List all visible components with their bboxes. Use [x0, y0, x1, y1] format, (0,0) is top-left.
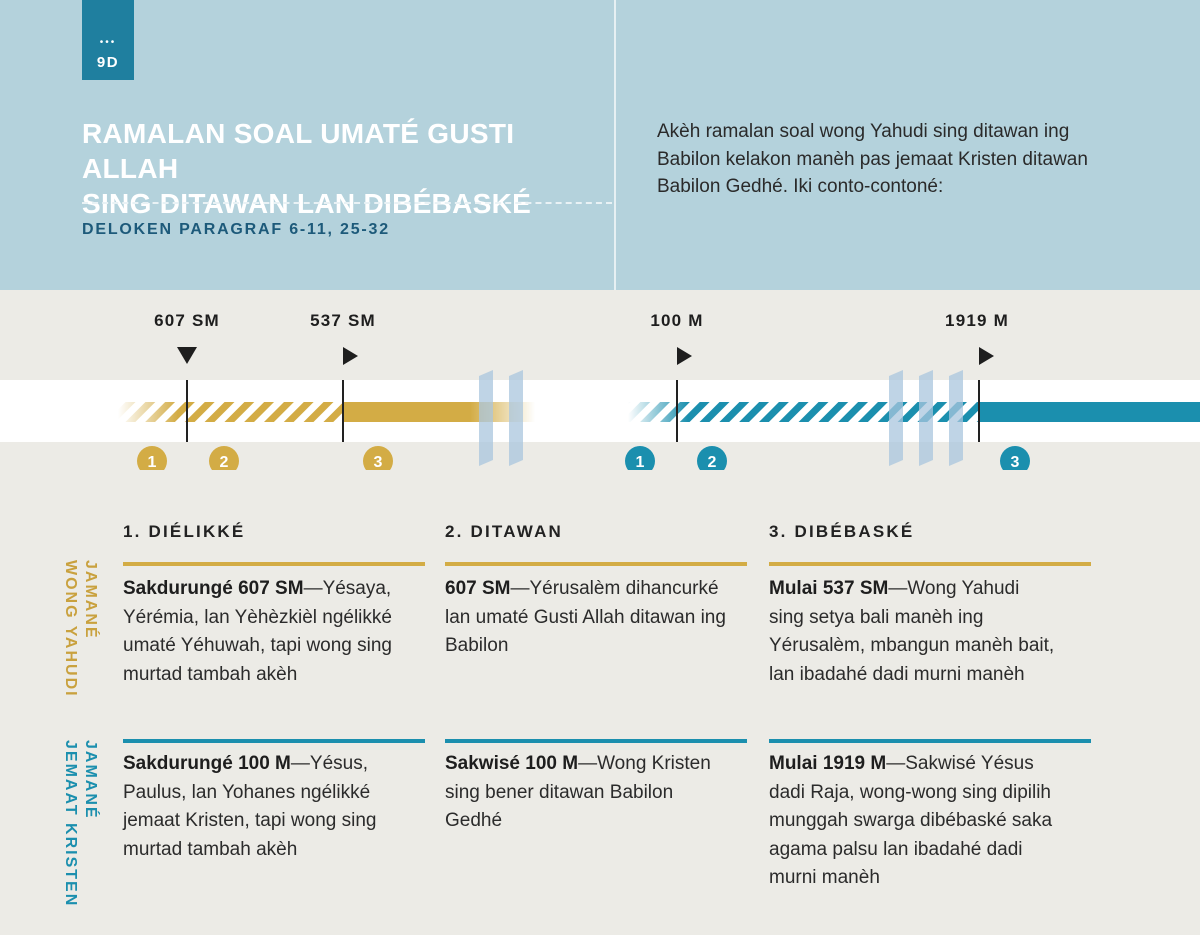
cell-jewish-captive: 607 SM—Yérusalèm dihancurké lan umaté Gu… — [445, 575, 745, 661]
date-label-607: 607 SM — [154, 311, 220, 330]
gold-break-mark-1 — [479, 370, 493, 466]
row-label-jewish-line1: JAMANÉ — [82, 560, 99, 640]
cell-bold: 607 SM — [445, 578, 511, 599]
cell-christian-captive: Sakwisé 100 M—Wong Kristen sing bener di… — [445, 750, 715, 836]
timeline-graphic: 607 SM 537 SM 100 M 1919 M 1 2 3 1 2 3 — [0, 311, 1200, 470]
rule-christian-3 — [769, 739, 1091, 743]
rule-christian-1 — [123, 739, 425, 743]
title-rule — [82, 202, 612, 204]
column-header-captive: 2. DITAWAN — [445, 522, 564, 541]
marker-gold-2: 2 — [209, 446, 239, 470]
marker-blue-3: 3 — [1000, 446, 1030, 470]
row-label-jewish: JAMANÉ WONG YAHUDI — [60, 560, 100, 720]
marker-blue-1: 1 — [625, 446, 655, 470]
cell-text: —Yérusalèm dihancurké lan umaté Gusti Al… — [445, 578, 726, 656]
intro-text: Akèh ramalan soal wong Yahudi sing ditaw… — [657, 121, 1088, 197]
arrow-right-icon — [343, 347, 358, 365]
title-line-1: RAMALAN SOAL UMATÉ GUSTI ALLAH — [82, 118, 515, 184]
cell-bold: Sakwisé 100 M — [445, 753, 579, 774]
cell-christian-released: Mulai 1919 M—Sakwisé Yésus dadi Raja, wo… — [769, 750, 1069, 893]
column-header-released: 3. DIBÉBASKÉ — [769, 522, 915, 541]
cell-bold: Sakdurungé 607 SM — [123, 578, 304, 599]
svg-text:1: 1 — [636, 454, 645, 470]
header-divider — [614, 0, 616, 290]
cell-christian-warned: Sakdurungé 100 M—Yésus, Paulus, lan Yoha… — [123, 750, 423, 864]
arrow-down-icon — [177, 347, 197, 364]
marker-gold-3: 3 — [363, 446, 393, 470]
date-label-100: 100 M — [650, 311, 703, 330]
svg-text:1: 1 — [148, 454, 157, 470]
blue-solid-bar — [979, 402, 1200, 422]
rule-jewish-1 — [123, 562, 425, 566]
rule-jewish-3 — [769, 562, 1091, 566]
column-header-warned: 1. DIÉLIKKÉ — [123, 522, 246, 541]
row-label-christian-line2: JEMAAT KRISTEN — [62, 740, 79, 908]
cell-jewish-released: Mulai 537 SM—Wong Yahudi sing setya bali… — [769, 575, 1059, 689]
blue-break-mark-3 — [949, 370, 963, 466]
timeline: 607 SM 537 SM 100 M 1919 M 1 2 3 1 2 3 — [0, 290, 1200, 470]
cell-jewish-warned: Sakdurungé 607 SM—Yésaya, Yérémia, lan Y… — [123, 575, 423, 689]
row-label-christian: JAMANÉ JEMAAT KRISTEN — [60, 740, 100, 915]
cell-text: —Wong Kristen sing bener ditawan Babilon… — [445, 753, 711, 831]
cell-bold: Mulai 1919 M — [769, 753, 887, 774]
svg-text:2: 2 — [220, 454, 229, 470]
marker-gold-1: 1 — [137, 446, 167, 470]
cell-bold: Mulai 537 SM — [769, 578, 889, 599]
cell-text: —Yésus, Paulus, lan Yohanes ngélikké jem… — [123, 753, 377, 860]
subtitle: DELOKEN PARAGRAF 6-11, 25-32 — [82, 221, 390, 238]
rule-jewish-2 — [445, 562, 747, 566]
blue-break-mark-1 — [889, 370, 903, 466]
arrow-right-icon — [979, 347, 994, 365]
gold-break-mark-2 — [509, 370, 523, 466]
arrow-right-icon — [677, 347, 692, 365]
marker-blue-2: 2 — [697, 446, 727, 470]
svg-text:3: 3 — [1011, 454, 1020, 470]
tag-dots: ••• — [99, 37, 117, 48]
date-label-537: 537 SM — [310, 311, 376, 330]
cell-text: —Sakwisé Yésus dadi Raja, wong-wong sing… — [769, 753, 1053, 888]
svg-text:2: 2 — [708, 454, 717, 470]
cell-text: —Wong Yahudi sing setya bali manèh ing Y… — [769, 578, 1055, 685]
rule-christian-2 — [445, 739, 747, 743]
date-label-1919: 1919 M — [945, 311, 1009, 330]
cell-text: —Yésaya, Yérémia, lan Yèhèzkièl ngélikké… — [123, 578, 392, 685]
cell-bold: Sakdurungé 100 M — [123, 753, 291, 774]
page-title: RAMALAN SOAL UMATÉ GUSTI ALLAH SING DITA… — [82, 116, 612, 221]
row-label-jewish-line2: WONG YAHUDI — [62, 560, 79, 698]
row-label-christian-line1: JAMANÉ — [82, 740, 99, 820]
tag-number: 9D — [96, 54, 120, 71]
section-tag: ••• 9D — [82, 0, 134, 80]
blue-break-mark-2 — [919, 370, 933, 466]
header-panel: ••• 9D RAMALAN SOAL UMATÉ GUSTI ALLAH SI… — [0, 0, 1200, 290]
svg-text:3: 3 — [374, 454, 383, 470]
